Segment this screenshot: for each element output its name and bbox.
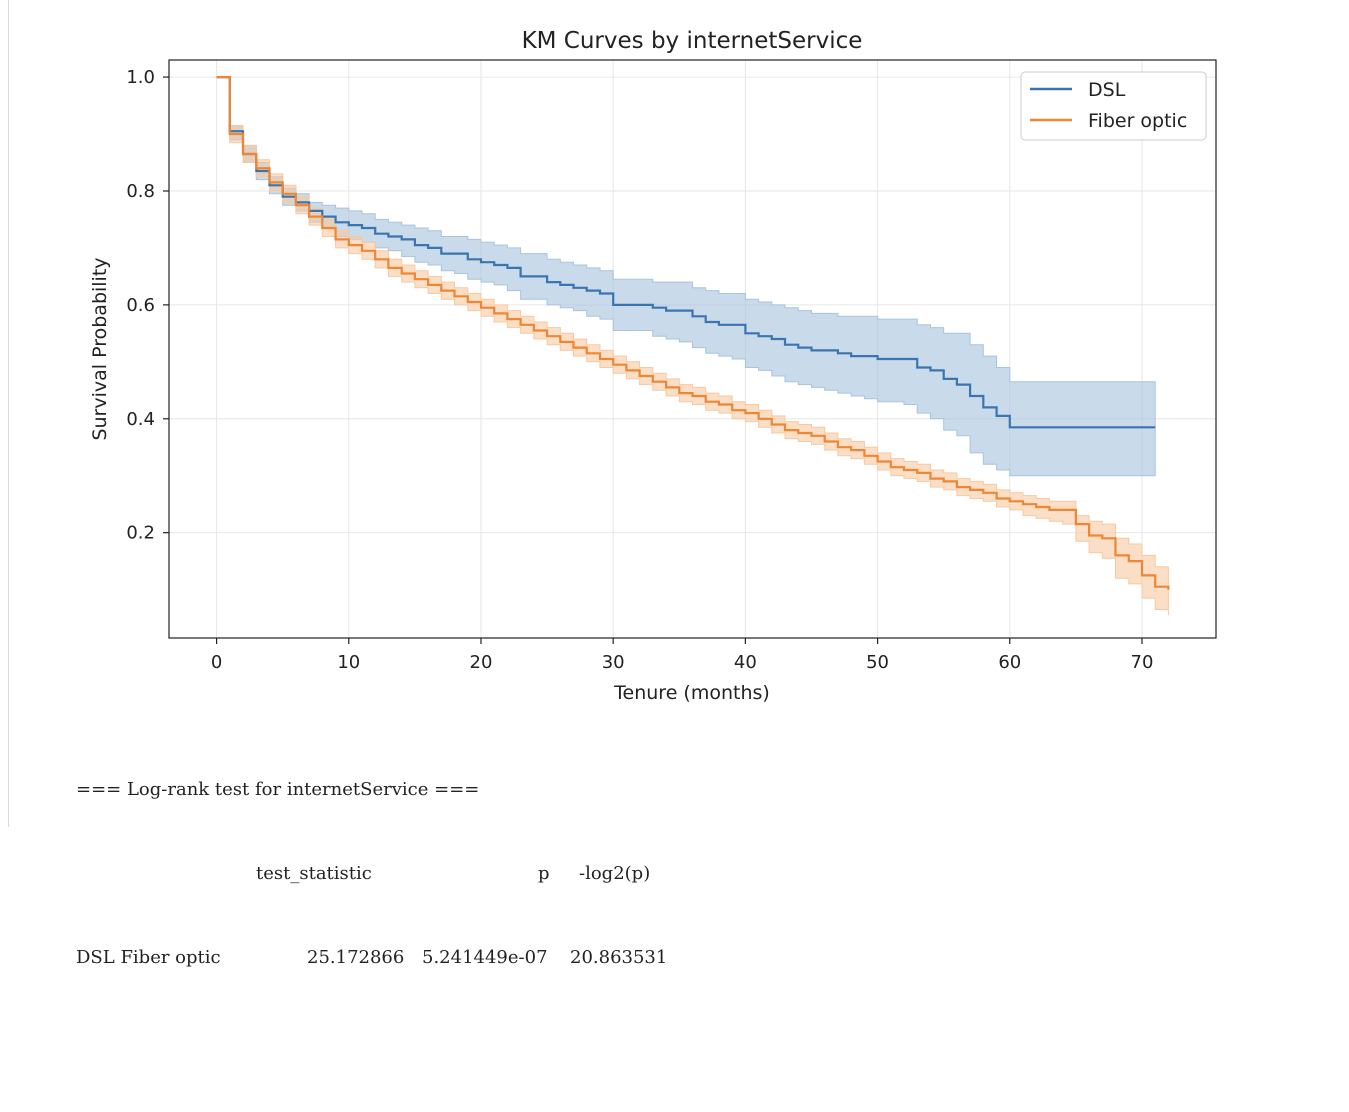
val-p: 5.241449e-07 [422, 947, 548, 968]
y-tick-label: 0.4 [126, 409, 155, 430]
x-tick-label: 10 [337, 652, 360, 673]
x-tick-label: 0 [211, 652, 222, 673]
output-header: === Log-rank test for internetService ==… [76, 779, 480, 800]
x-tick-label: 60 [998, 652, 1021, 673]
row-label: DSL Fiber optic [76, 947, 221, 968]
km-line-fiber-optic [216, 76, 1170, 590]
ci-band-fiber-optic [216, 76, 1169, 616]
x-tick-label: 50 [866, 652, 889, 673]
chart-title: KM Curves by internetService [522, 28, 863, 54]
x-tick-label: 20 [470, 652, 493, 673]
col-test-statistic: test_statistic [256, 863, 372, 884]
x-axis-label: Tenure (months) [613, 682, 770, 704]
plot-frame [168, 59, 1217, 639]
output-header-line: === Log-rank test for internetService ==… [76, 776, 479, 804]
x-tick-label: 30 [602, 652, 625, 673]
y-tick-label: 0.6 [126, 295, 155, 316]
col-neg-log2-p: -log2(p) [579, 863, 651, 884]
survival-lines [216, 76, 1170, 590]
km-chart: KM Curves by internetService 0 10 20 30 40 50… [89, 28, 1217, 704]
col-p: p [538, 863, 550, 884]
val-test-statistic: 25.172866 [307, 947, 405, 968]
output-columns-line: test_statistic p -log2(p) [76, 860, 650, 888]
legend: DSL Fiber optic [1020, 71, 1207, 141]
x-tick-label: 70 [1131, 652, 1154, 673]
ci-band-dsl [216, 76, 1156, 477]
km-line-dsl [216, 76, 1156, 429]
output-result-line: DSL Fiber optic 25.172866 5.241449e-07 2… [76, 944, 667, 972]
notebook-cell-border [8, 0, 9, 827]
confidence-bands [216, 76, 1169, 616]
y-tick-label: 1.0 [126, 67, 155, 88]
val-neg-log2-p: 20.863531 [570, 947, 668, 968]
y-tick-label: 0.8 [126, 181, 155, 202]
axis-ticks: 0 10 20 30 40 50 60 70 0.2 0.4 0.6 0.8 1.0 [126, 67, 1153, 673]
y-tick-label: 0.2 [126, 523, 155, 544]
legend-label-dsl: DSL [1088, 79, 1126, 101]
gridlines [169, 60, 1216, 638]
x-tick-label: 40 [734, 652, 757, 673]
logrank-output: === Log-rank test for internetService ==… [76, 720, 667, 1000]
y-axis-label: Survival Probability [89, 257, 111, 440]
legend-label-fiber-optic: Fiber optic [1088, 110, 1187, 132]
